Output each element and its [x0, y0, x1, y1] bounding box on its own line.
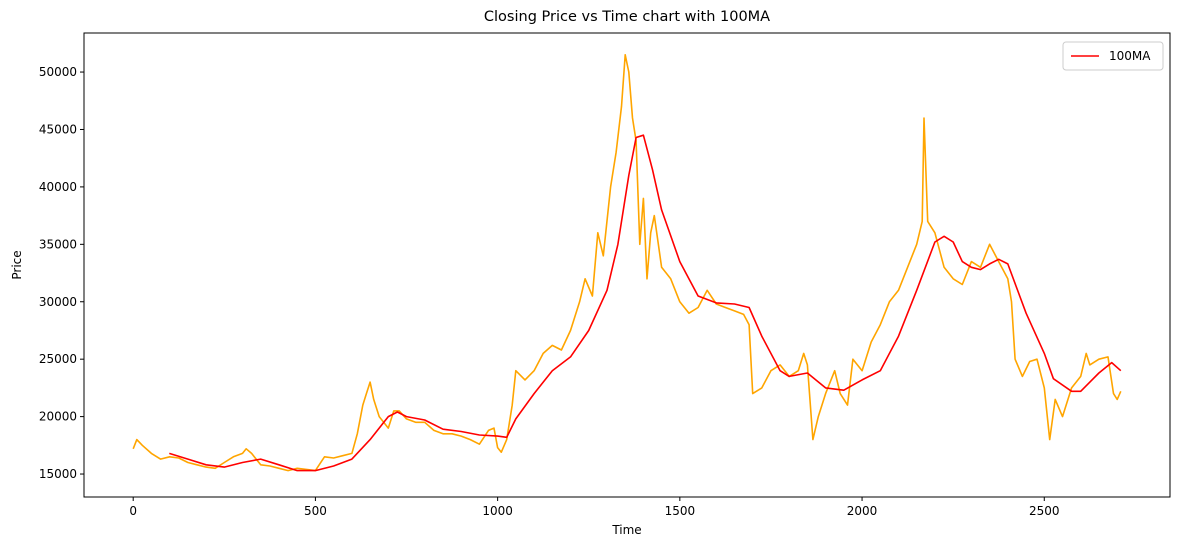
x-tick-label: 0: [129, 504, 137, 518]
x-tick-label: 500: [304, 504, 327, 518]
chart-title: Closing Price vs Time chart with 100MA: [484, 9, 770, 25]
y-tick-label: 30000: [39, 295, 77, 309]
y-tick-label: 40000: [39, 180, 77, 194]
y-tick-label: 35000: [39, 237, 77, 251]
x-tick-label: 1500: [665, 504, 696, 518]
series-line: [132, 53, 1122, 472]
y-axis-label: Price: [10, 250, 24, 279]
plot-frame: [83, 32, 1171, 498]
x-tick-label: 1000: [482, 504, 513, 518]
x-tick-label: 2500: [1029, 504, 1060, 518]
y-tick-label: 15000: [39, 467, 77, 481]
series-line: [169, 134, 1122, 472]
y-tick-label: 50000: [39, 65, 77, 79]
y-tick-label: 45000: [39, 122, 77, 136]
x-axis-label: Time: [611, 523, 641, 537]
y-tick-label: 20000: [39, 410, 77, 424]
x-tick-label: 2000: [847, 504, 878, 518]
legend-box: [1062, 41, 1164, 71]
legend-label: 100MA: [1109, 49, 1151, 63]
y-tick-label: 25000: [39, 352, 77, 366]
